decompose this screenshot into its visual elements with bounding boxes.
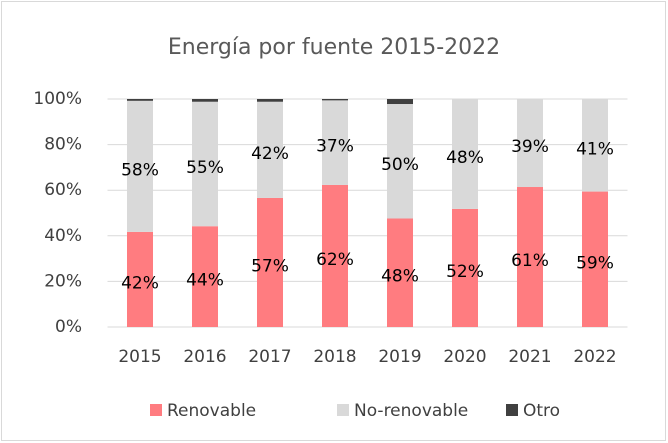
bar-segment: [582, 191, 608, 327]
bar-segment: [387, 218, 413, 327]
bar-segment: [192, 99, 218, 102]
data-label: 42%: [251, 144, 289, 164]
bar-segment: [257, 101, 283, 198]
bar-segment: [517, 99, 543, 188]
legend-label: Otro: [523, 401, 560, 421]
legend-label: Renovable: [167, 401, 256, 421]
y-tick-label: 100%: [33, 89, 82, 109]
data-label: 48%: [381, 267, 419, 287]
bar-segment: [127, 231, 153, 327]
bar-segment: [387, 99, 413, 105]
y-tick-label: 60%: [44, 180, 82, 200]
bar-segment: [192, 101, 218, 227]
bar-segment: [322, 184, 348, 327]
y-tick-label: 80%: [44, 135, 82, 155]
bar-segment: [257, 197, 283, 327]
bar-segment: [127, 99, 153, 101]
data-label: 50%: [381, 155, 419, 175]
legend-swatch: [506, 404, 518, 416]
x-tick-label: 2016: [183, 347, 226, 367]
bar-segment: [452, 208, 478, 327]
bar-segment: [257, 99, 283, 102]
data-label: 48%: [446, 148, 484, 168]
bar-segment: [322, 100, 348, 185]
bar-segment: [387, 104, 413, 219]
x-tick-label: 2018: [313, 347, 356, 367]
x-tick-label: 2017: [248, 347, 291, 367]
data-label: 42%: [121, 273, 159, 293]
data-label: 55%: [186, 158, 224, 178]
bar-segment: [127, 100, 153, 232]
data-label: 61%: [511, 251, 549, 271]
data-label: 58%: [121, 160, 159, 180]
x-tick-label: 2022: [573, 347, 616, 367]
data-label: 39%: [511, 137, 549, 157]
data-label: 59%: [576, 253, 614, 273]
data-label: 52%: [446, 262, 484, 282]
chart-title: Energía por fuente 2015-2022: [168, 35, 500, 60]
bar-segment: [517, 187, 543, 327]
data-label: 57%: [251, 256, 289, 276]
legend-swatch: [150, 404, 162, 416]
bar-segment: [452, 99, 478, 209]
x-tick-label: 2020: [443, 347, 486, 367]
data-label: 44%: [186, 271, 224, 291]
legend-label: No-renovable: [354, 401, 468, 421]
x-tick-label: 2021: [508, 347, 551, 367]
data-label: 37%: [316, 137, 354, 157]
bar-segment: [322, 99, 348, 101]
data-label: 41%: [576, 139, 614, 159]
x-tick-label: 2015: [118, 347, 161, 367]
y-tick-label: 20%: [44, 271, 82, 291]
legend-swatch: [337, 404, 349, 416]
data-label: 62%: [316, 250, 354, 270]
y-tick-label: 40%: [44, 226, 82, 246]
y-tick-label: 0%: [55, 317, 82, 337]
bar-segment: [192, 226, 218, 327]
x-tick-label: 2019: [378, 347, 421, 367]
bar-segment: [582, 99, 608, 192]
